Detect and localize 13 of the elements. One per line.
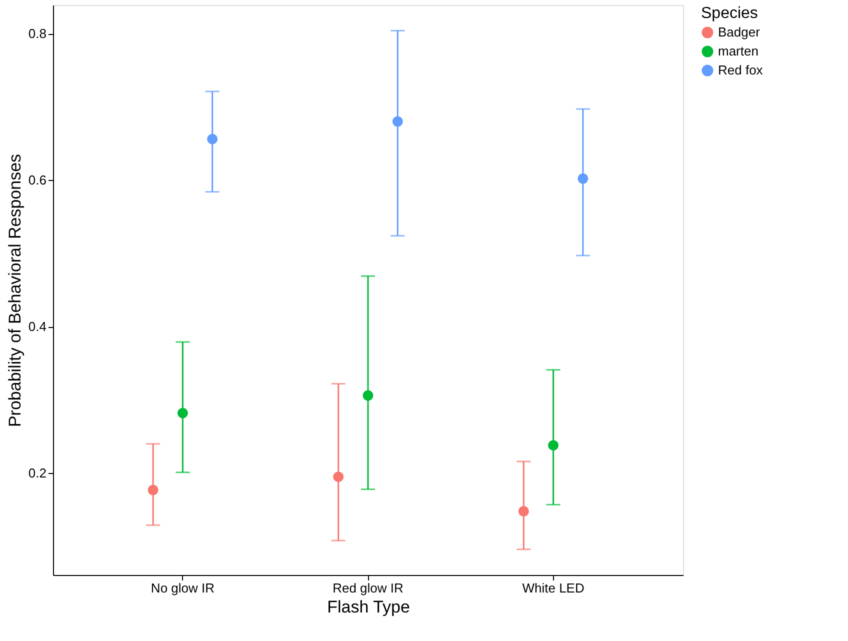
y-tick-label: 0.8 (28, 26, 46, 42)
x-axis-title: Flash Type (327, 598, 410, 616)
y-tick-label: 0.6 (28, 172, 46, 188)
y-tick-label: 0.4 (28, 319, 46, 334)
legend-label: marten (718, 44, 758, 58)
y-tick-label: 0.2 (28, 466, 46, 481)
y-axis-title: Probability of Behavioral Responses (5, 154, 24, 428)
legend-label: Badger (718, 24, 761, 40)
x-tick-label: White LED (522, 580, 584, 596)
legend-label: Red fox (718, 62, 764, 78)
x-tick-label: Red glow IR (332, 580, 404, 596)
x-tick-label: No glow IR (150, 580, 214, 596)
legend-title: Species (701, 5, 758, 22)
